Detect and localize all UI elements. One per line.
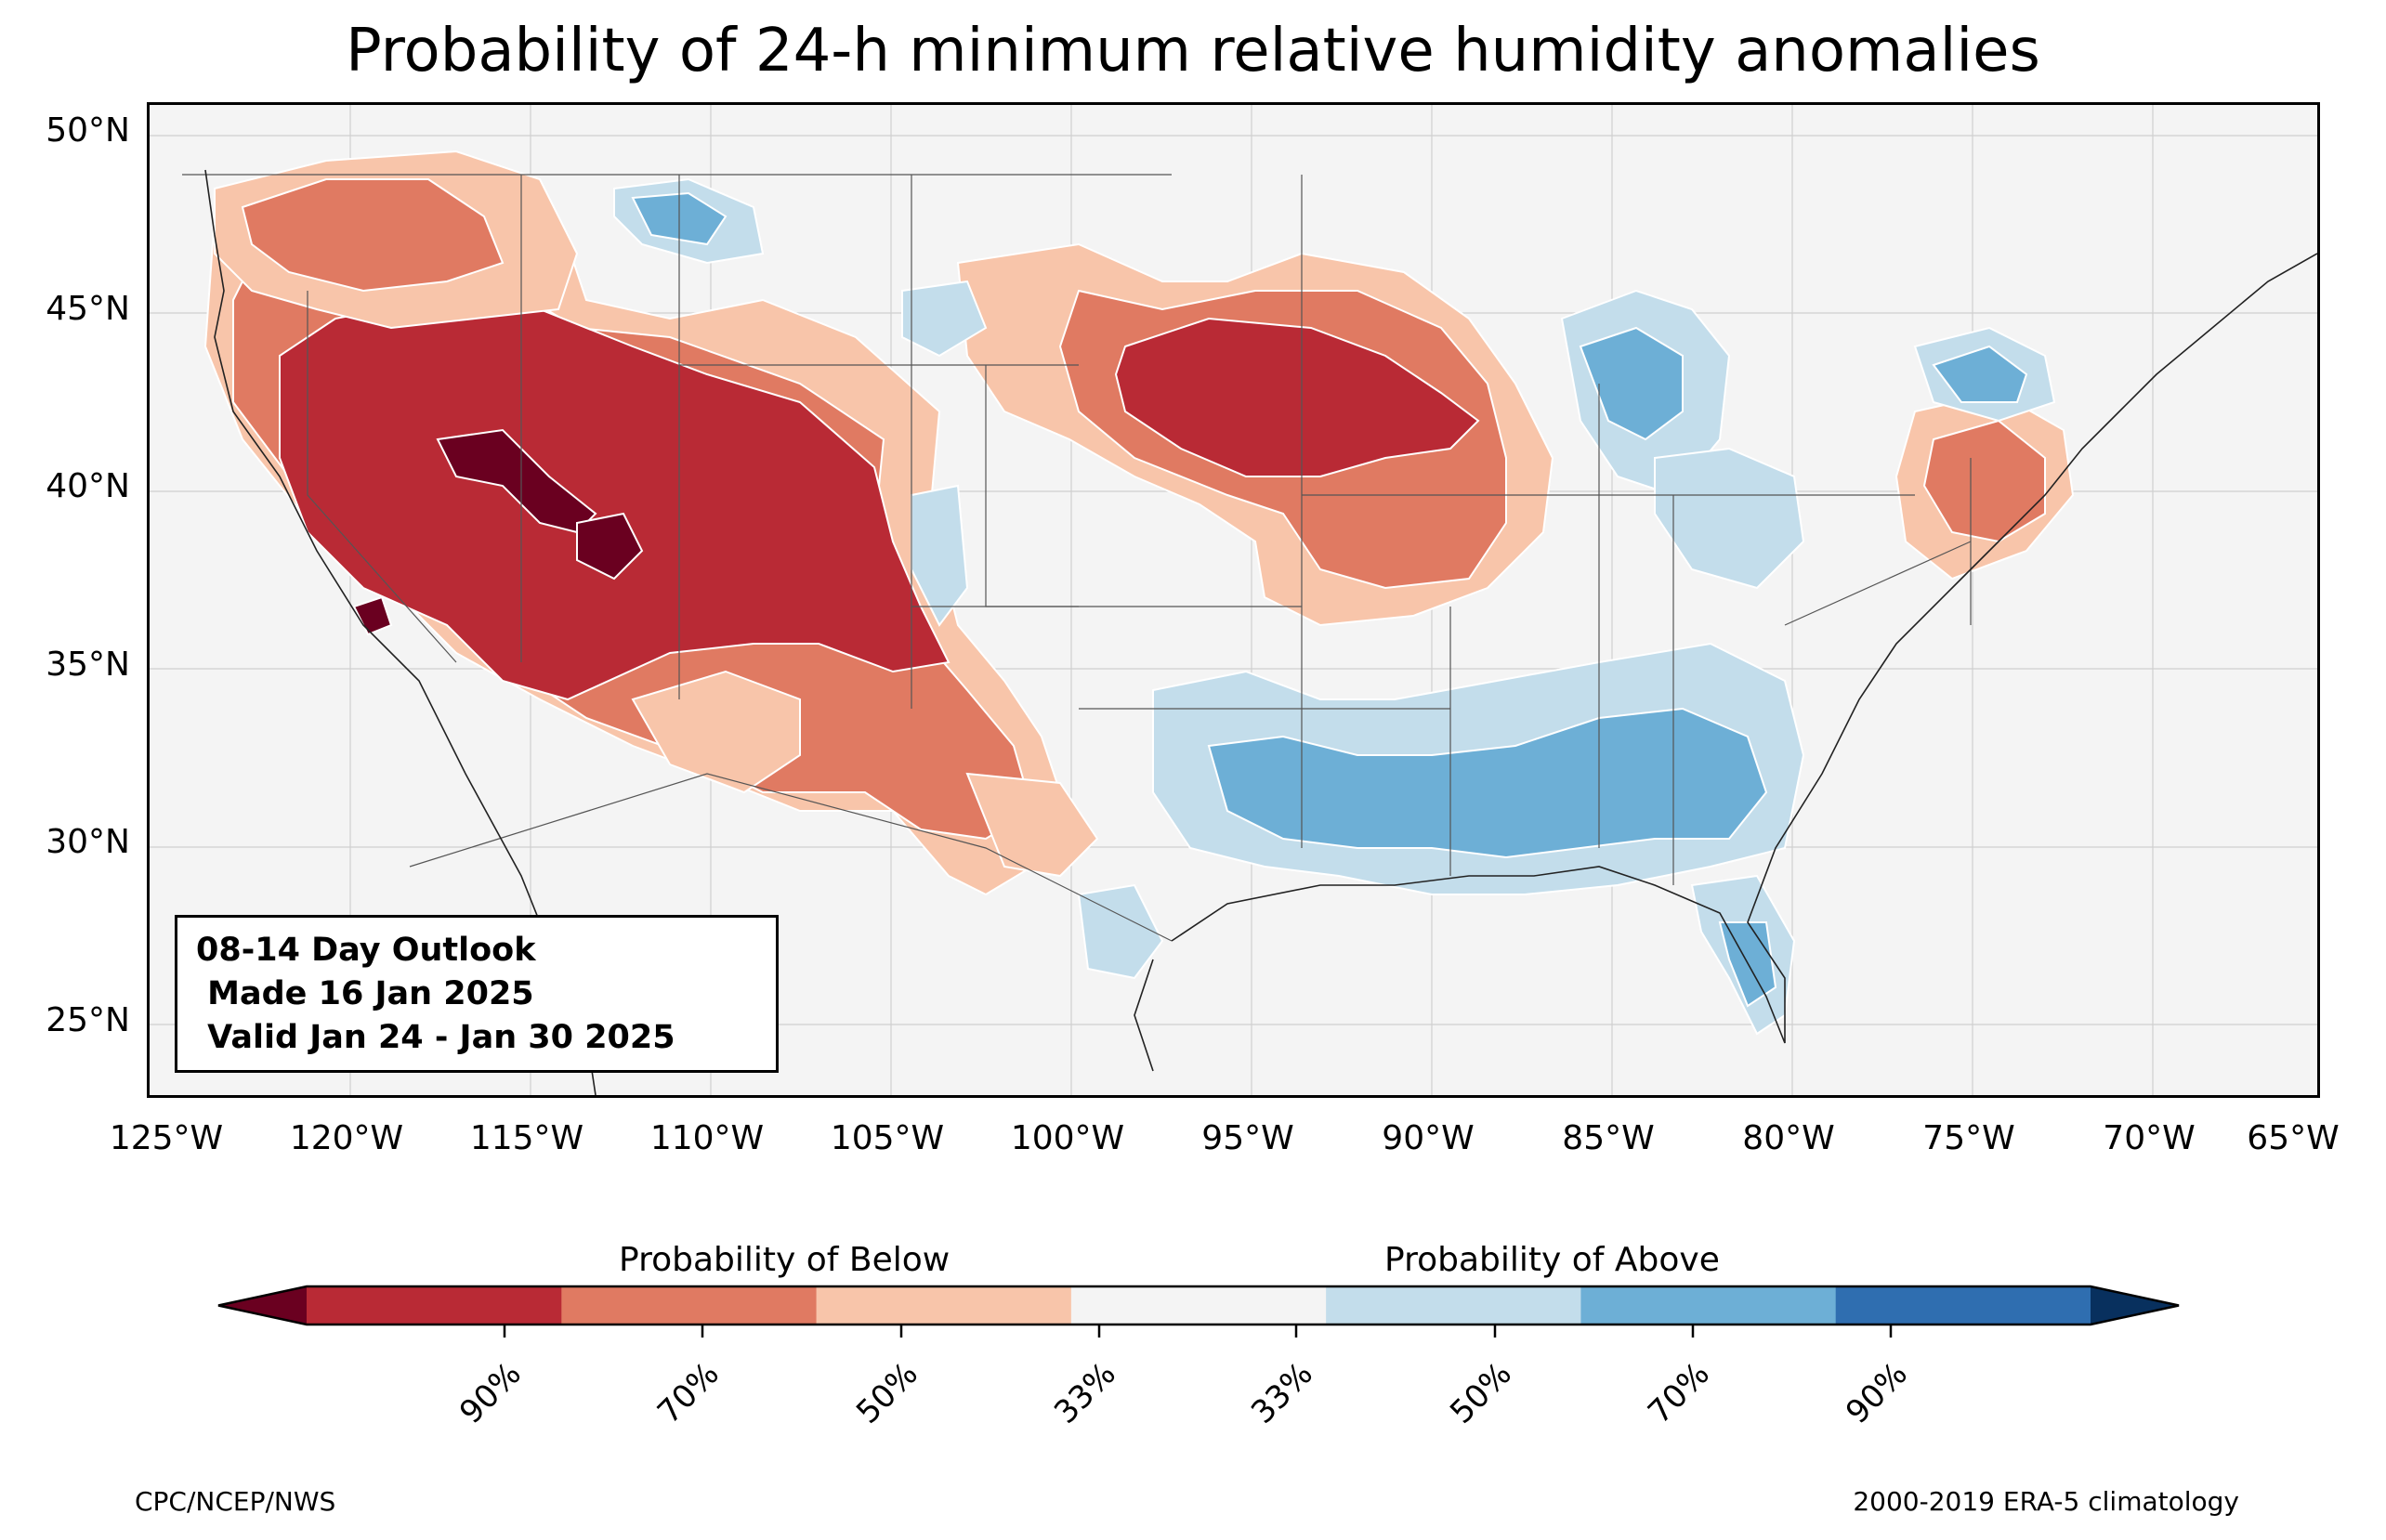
lon-label-75: 75°W: [1922, 1119, 2015, 1157]
colorbar-tick-above-50: 50%: [1443, 1355, 1519, 1431]
colorbar-segment-7: [1835, 1286, 2091, 1325]
west-below-70: [279, 298, 950, 701]
lon-label-105: 105°W: [830, 1119, 945, 1157]
lat-label-50: 50°N: [46, 111, 130, 150]
west-below-90-b: [576, 512, 644, 581]
west-below-90-c: [352, 595, 393, 636]
colorbar-extend-left: [218, 1286, 307, 1325]
southeast-above-50: [1207, 707, 1768, 859]
below-anomaly-regions: [203, 150, 2075, 896]
colorbar-above-heading: Probability of Above: [1384, 1241, 1720, 1279]
colorbar-tick-below-33: 33%: [1047, 1355, 1123, 1431]
lon-label-95: 95°W: [1201, 1119, 1294, 1157]
colorbar-tick-above-33: 33%: [1244, 1355, 1320, 1431]
lon-label-120: 120°W: [289, 1119, 404, 1157]
colorbar-segment-1: [307, 1286, 562, 1325]
northwest-below-50: [241, 178, 505, 293]
lat-label-40: 40°N: [46, 467, 130, 505]
central-below-70: [1114, 317, 1480, 477]
made-date: Made 16 Jan 2025: [196, 975, 534, 1012]
map-title: Probability of 24-h minimum relative hum…: [346, 17, 2040, 85]
greatlakes-above-50: [1579, 326, 1684, 441]
lon-label-85: 85°W: [1562, 1119, 1655, 1157]
colorbar-tick-above-70: 70%: [1641, 1355, 1717, 1431]
colorbar-outline: [217, 1285, 2180, 1326]
montana-above-33: [901, 280, 988, 358]
colorbar-tick-below-50: 50%: [849, 1355, 925, 1431]
texas-below-33: [965, 772, 1099, 878]
outlook-period: 08-14 Day Outlook: [196, 932, 536, 969]
above-anomaly-regions: [613, 177, 2056, 1036]
colorbar-segment-6: [1580, 1286, 1837, 1325]
lat-label-45: 45°N: [46, 290, 130, 328]
lon-label-115: 115°W: [469, 1119, 584, 1157]
colorbar-segments: [217, 1285, 2180, 1326]
colorbar-tick-below-70: 70%: [650, 1355, 727, 1431]
gulf-above-33: [1077, 883, 1164, 980]
climatology-note: 2000-2019 ERA-5 climatology: [1853, 1486, 2239, 1517]
lon-label-65: 65°W: [2247, 1119, 2340, 1157]
map-area[interactable]: [147, 102, 2320, 1098]
source-credit: CPC/NCEP/NWS: [135, 1486, 336, 1517]
lon-label-90: 90°W: [1382, 1119, 1475, 1157]
colorbar-segment-2: [561, 1286, 818, 1325]
lon-label-125: 125°W: [109, 1119, 224, 1157]
lat-label-25: 25°N: [46, 1001, 130, 1039]
colorbar-segment-5: [1326, 1286, 1581, 1325]
political-boundaries: [182, 174, 1972, 942]
colorbar-tick-above-90: 90%: [1839, 1355, 1915, 1431]
colorbar-tick-marks: [503, 1325, 1893, 1338]
northeast-above-50: [1932, 345, 2028, 403]
humidity-anomaly-map: [150, 105, 2317, 1095]
outlook-info-box: 08-14 Day Outlook Made 16 Jan 2025 Valid…: [175, 915, 779, 1073]
colorbar-segment-3: [816, 1286, 1072, 1325]
lon-label-70: 70°W: [2103, 1119, 2196, 1157]
colorbar-extend-right: [2091, 1286, 2179, 1325]
appalachia-above-33: [1654, 447, 1805, 590]
lat-label-30: 30°N: [46, 823, 130, 861]
valid-range: Valid Jan 24 - Jan 30 2025: [196, 1019, 675, 1056]
colorbar-below-heading: Probability of Below: [619, 1241, 950, 1279]
lon-label-110: 110°W: [649, 1119, 765, 1157]
lon-label-100: 100°W: [1010, 1119, 1125, 1157]
lon-label-80: 80°W: [1742, 1119, 1835, 1157]
lat-label-35: 35°N: [46, 646, 130, 684]
colorbar-segment-4: [1070, 1286, 1327, 1325]
southwest-below-33: [631, 670, 801, 794]
east-below-50: [1922, 419, 2046, 543]
colorbar-tick-below-90: 90%: [452, 1355, 529, 1431]
